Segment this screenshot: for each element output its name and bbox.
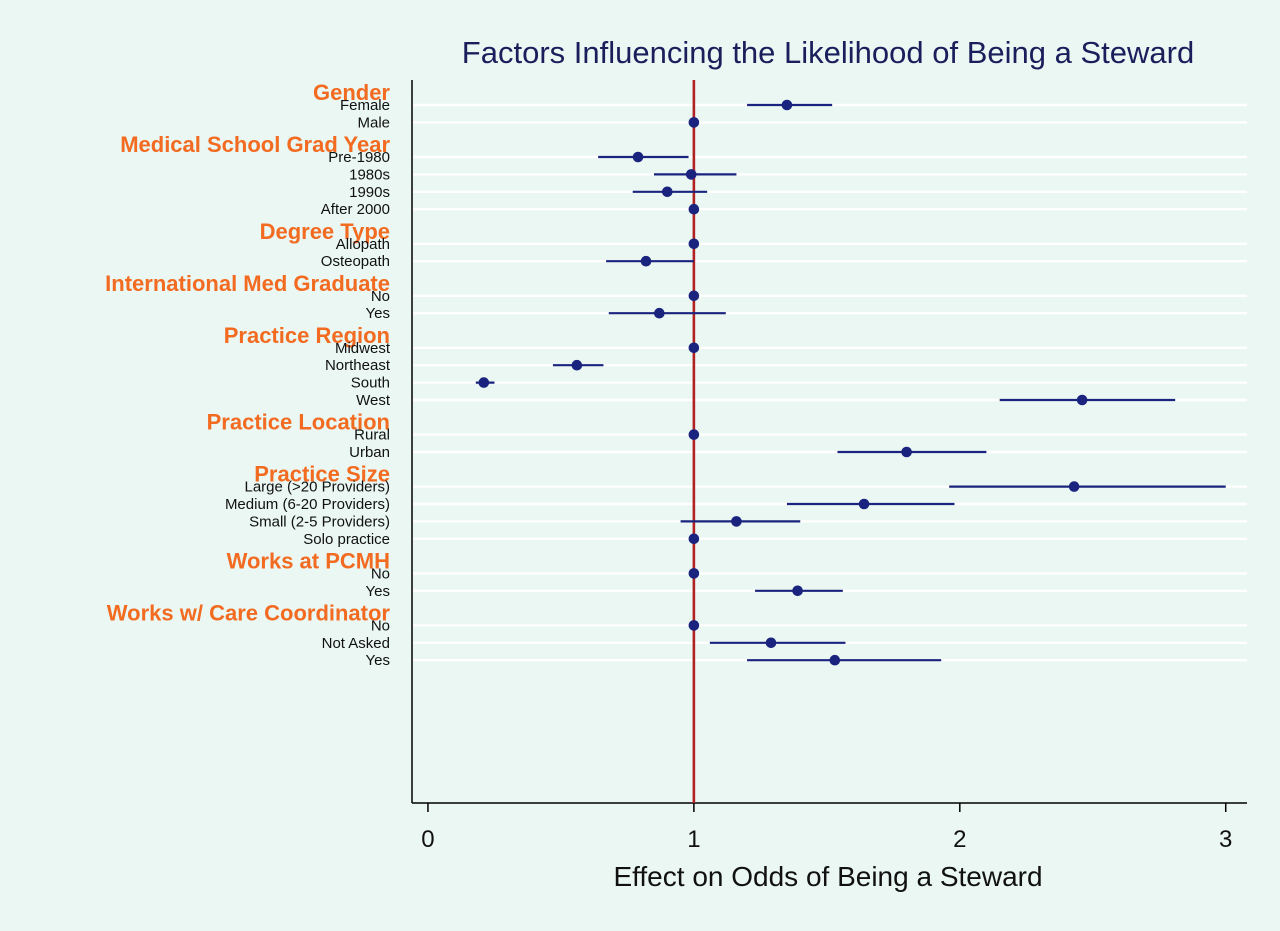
chart-title: Factors Influencing the Likelihood of Be… [462,35,1194,70]
row-label: No [371,617,390,634]
point-estimate [829,654,841,666]
point-estimate [765,637,777,649]
row-labels: Gender Medical School Grad Year Degree Typ… [105,80,391,669]
point-estimate [640,255,652,267]
point-estimate [688,117,700,128]
point-estimate [688,290,700,302]
point-estimate [478,377,490,388]
row-label: Osteopath [321,253,390,270]
row-label: Midwest [335,340,391,357]
row-label: 1990s [349,184,390,201]
point-estimate [781,99,793,111]
row-label: Yes [366,583,390,600]
row-label: South [351,375,390,392]
row-label: Female [340,97,390,114]
point-estimate [1076,394,1088,406]
group-label: Practice Location [207,410,390,435]
row-label: Medium (6-20 Providers) [225,496,390,513]
x-tick-label: 1 [687,826,700,853]
data-marks [475,99,1226,666]
axes: 0 1 2 3 [411,80,1247,853]
row-label: No [371,565,390,582]
point-estimate [688,568,700,579]
row-label: Yes [366,652,390,669]
point-estimate [688,203,700,215]
row-label: Not Asked [322,635,390,652]
group-label: Practice Size [254,462,390,487]
x-tick-label: 0 [421,826,434,853]
x-tick-label: 2 [953,826,966,853]
group-label: Practice Region [224,323,390,348]
point-estimate [632,151,644,163]
x-tick-label: 3 [1219,826,1232,853]
row-label: Small (2-5 Providers) [249,513,390,530]
point-estimate [1068,481,1080,492]
row-label: West [356,392,391,409]
group-label: Works at PCMH [227,548,390,573]
group-label: International Med Graduate [105,271,390,296]
row-label: No [371,288,390,305]
point-estimate [688,620,700,631]
point-estimate [792,585,803,597]
row-label: Yes [366,305,390,322]
point-estimate [571,359,583,371]
point-estimate [688,342,700,354]
point-estimate [685,169,697,180]
row-label: Urban [349,444,390,461]
point-estimate [901,446,912,458]
row-label: After 2000 [321,201,390,218]
group-label: Gender [313,80,390,105]
x-axis-title: Effect on Odds of Being a Steward [613,861,1042,892]
group-label: Medical School Grad Year [120,132,390,157]
row-label: Northeast [325,357,391,374]
group-label: Degree Type [260,219,390,244]
point-estimate [654,307,665,319]
group-label: Works w/ Care Coordinator [107,600,391,625]
row-label: Pre-1980 [328,149,390,166]
gridlines [413,103,1247,662]
point-estimate [688,429,700,440]
point-estimate [731,516,742,527]
row-label: Large (>20 Providers) [245,479,391,496]
point-estimate [661,186,673,198]
point-estimate [858,498,870,510]
row-label: 1980s [349,166,390,183]
row-label: Rural [354,427,390,444]
point-estimate [688,238,700,250]
point-estimate [688,533,700,545]
row-label: Male [357,114,390,131]
row-label: Solo practice [303,531,390,548]
row-label: Allopath [336,236,390,253]
